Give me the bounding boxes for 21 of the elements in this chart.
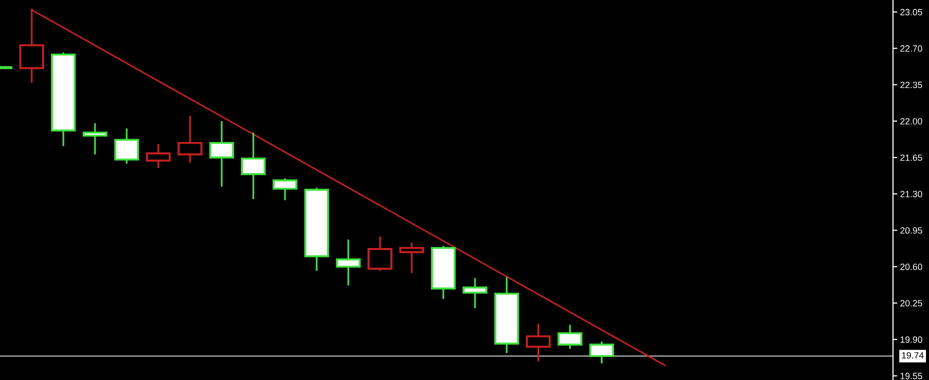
y-tick-label: 22.35 [900,82,922,88]
y-tick-label: 20.60 [900,264,922,270]
y-tick-label: 20.25 [900,300,922,306]
y-tick-label: 19.90 [900,336,922,343]
candlestick [494,276,520,354]
y-tick-label: 20.95 [900,227,922,234]
y-tick-label: 22.00 [900,118,922,124]
candlestick [336,238,361,286]
candlestick [462,277,488,310]
candlestick [209,120,234,188]
y-tick-label: 22.70 [900,45,922,52]
candlestick [178,115,202,164]
ref-line-label: 19.74 [902,352,924,359]
y-tick-label: 21.65 [900,154,922,161]
candlestick [240,132,266,200]
y-tick-label: 21.30 [900,190,922,198]
y-tick-label: 23.05 [900,8,922,16]
candlestick [558,324,582,350]
y-tick-label: 19.55 [900,372,922,380]
candlestick [82,122,108,156]
candlestick [526,323,551,362]
